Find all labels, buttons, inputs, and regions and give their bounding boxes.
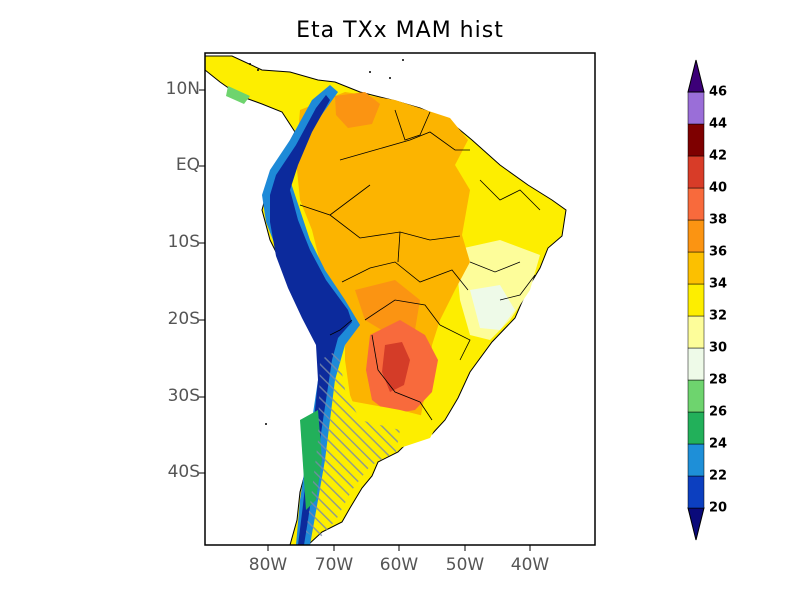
colorbar-high-arrow [687, 59, 705, 93]
orange-mid-region [355, 280, 420, 335]
colorbar-label-38: 38 [709, 212, 728, 228]
andes-core [270, 95, 352, 545]
chaco-extreme-region [382, 342, 410, 392]
colorbar-label-34: 34 [709, 276, 728, 292]
green-fringe-north [226, 86, 250, 104]
colorbar-label-46: 46 [709, 84, 728, 100]
lat-label-30s: 30S [167, 386, 200, 406]
lon-label-50w: 50W [445, 555, 485, 575]
colorbar-label-44: 44 [709, 116, 728, 132]
map-layer [205, 55, 567, 545]
axis-ticks [199, 89, 531, 551]
lon-label-80w: 80W [248, 555, 288, 575]
colorbar-low-arrow [687, 507, 705, 541]
lon-label-60w: 60W [379, 555, 419, 575]
hatched-region [306, 350, 400, 540]
colorbar [687, 59, 705, 541]
white-highland-region [470, 285, 515, 330]
lon-label-40w: 40W [510, 555, 550, 575]
colorbar-label-32: 32 [709, 308, 728, 324]
lat-label-20s: 20S [167, 309, 200, 329]
lat-label-eq: EQ [175, 155, 200, 175]
orange-nw-region [335, 92, 380, 128]
island-dots [249, 59, 404, 425]
lon-label-70w: 70W [314, 555, 354, 575]
colorbar-label-22: 22 [709, 468, 728, 484]
colorbar-label-28: 28 [709, 372, 728, 388]
colorbar-label-26: 26 [709, 404, 728, 420]
colorbar-label-30: 30 [709, 340, 728, 356]
colorbar-label-20: 20 [709, 500, 728, 516]
lat-label-10n: 10N [165, 79, 200, 99]
colorbar-label-24: 24 [709, 436, 728, 452]
lat-label-40s: 40S [167, 462, 200, 482]
lat-label-10s: 10S [167, 232, 200, 252]
colorbar-label-40: 40 [709, 180, 728, 196]
map-title: Eta TXx MAM hist [296, 18, 504, 43]
colorbar-label-42: 42 [709, 148, 728, 164]
country-borders [299, 109, 541, 421]
colorbar-label-36: 36 [709, 244, 728, 260]
map-frame [204, 52, 596, 546]
